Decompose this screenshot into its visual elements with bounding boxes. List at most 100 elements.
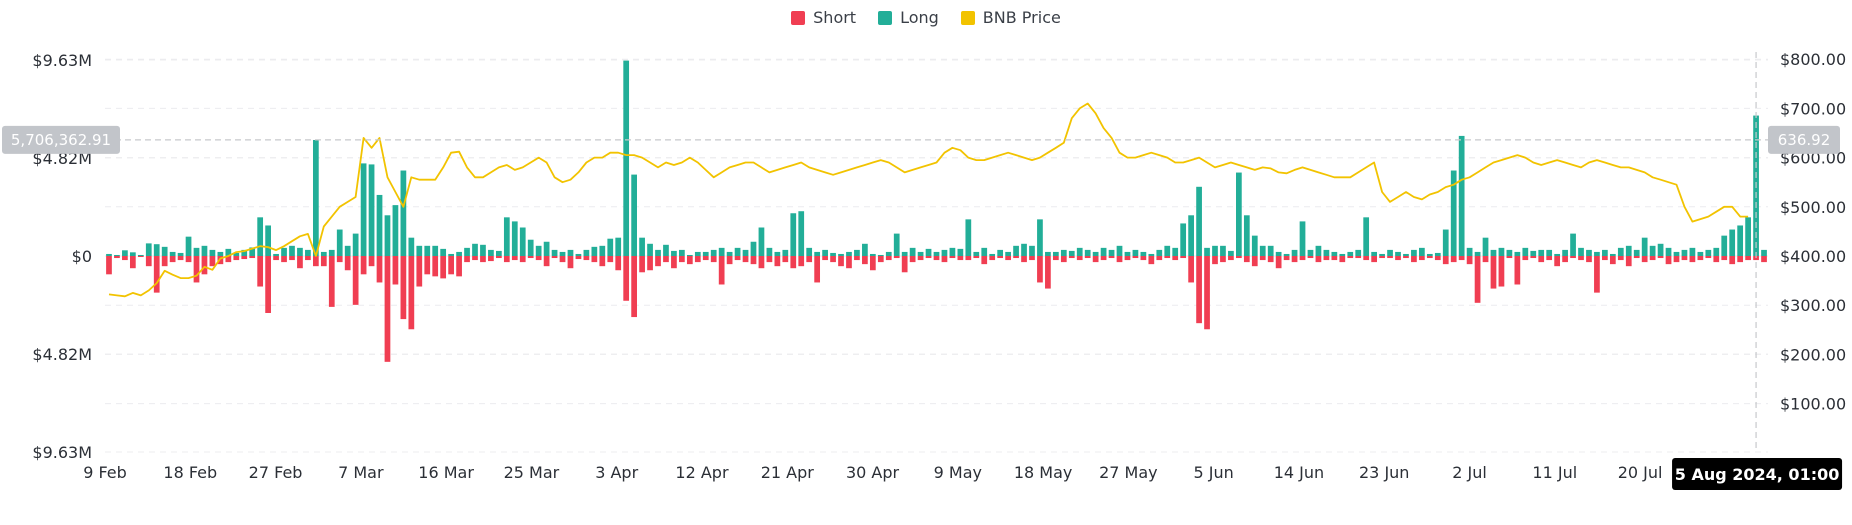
long-bar	[488, 249, 494, 256]
long-bar	[1554, 253, 1561, 256]
long-bar	[1084, 249, 1091, 256]
legend-item-short[interactable]: Short	[791, 8, 856, 27]
short-bar	[273, 256, 279, 261]
long-bar	[408, 237, 415, 256]
left-axis-tick-label: $4.82M	[32, 345, 92, 364]
long-bar	[241, 249, 248, 256]
short-bar	[1259, 256, 1266, 261]
short-bar	[893, 256, 900, 259]
long-bar	[1578, 247, 1584, 256]
short-bar	[1052, 256, 1059, 261]
long-bar	[1188, 215, 1194, 256]
right-axis-tick-label: $300.00	[1780, 296, 1846, 315]
long-bar	[1506, 249, 1513, 256]
long-bar	[1490, 249, 1497, 256]
bnb-price-line	[108, 102, 1749, 298]
short-bar	[1705, 256, 1712, 259]
short-bar	[1434, 256, 1441, 261]
short-bar	[408, 256, 415, 330]
right-axis-tick-label: $500.00	[1780, 198, 1846, 217]
short-bar	[1442, 256, 1449, 265]
long-bar	[1299, 221, 1306, 256]
long-bar	[1371, 251, 1377, 256]
long-bar	[1609, 253, 1616, 256]
long-bar	[336, 229, 343, 256]
long-bar	[686, 254, 693, 256]
short-bar	[1084, 256, 1091, 259]
short-bar	[1100, 256, 1107, 261]
bar-series	[106, 60, 1767, 362]
short-bar	[1498, 256, 1505, 287]
short-bar	[655, 256, 661, 267]
short-bar	[122, 256, 128, 261]
long-bar	[496, 250, 502, 256]
short-bar	[718, 256, 725, 285]
short-bar	[360, 256, 367, 275]
long-bar	[623, 60, 630, 256]
long-bar	[1243, 215, 1250, 256]
short-bar	[877, 256, 884, 263]
long-bar	[702, 251, 709, 256]
long-bar	[567, 249, 574, 256]
long-bar	[527, 239, 534, 256]
long-bar	[750, 241, 757, 256]
short-bar	[1092, 256, 1099, 263]
long-bar	[671, 250, 677, 256]
long-bar	[989, 253, 996, 256]
legend-item-bnb-price[interactable]: BNB Price	[960, 8, 1061, 27]
long-bar	[814, 251, 821, 256]
long-bar	[1546, 249, 1553, 256]
short-bar	[1697, 256, 1704, 261]
short-bar	[145, 256, 152, 267]
long-bar	[249, 247, 256, 256]
short-bar	[1633, 256, 1640, 259]
short-bar	[1180, 256, 1187, 259]
long-bar	[217, 251, 224, 256]
short-bar	[137, 256, 144, 258]
long-bar	[193, 247, 200, 256]
long-bar	[456, 251, 462, 256]
short-bar	[782, 256, 789, 263]
long-bar	[1411, 249, 1417, 256]
short-bar	[671, 256, 677, 269]
short-bar	[559, 256, 566, 263]
long-bar	[877, 254, 884, 256]
short-bar	[249, 256, 256, 259]
crosshair-right-value: 636.92	[1778, 131, 1831, 149]
short-bar	[583, 256, 590, 261]
crosshair-right-value-box	[1768, 125, 1840, 154]
short-bar	[480, 256, 486, 263]
long-bar	[981, 247, 988, 256]
long-bar	[169, 251, 176, 256]
short-bar	[965, 256, 972, 261]
short-bar	[543, 256, 550, 267]
long-bar	[400, 170, 407, 256]
short-bar	[456, 256, 462, 277]
legend-item-long[interactable]: Long	[878, 8, 939, 27]
long-bar	[758, 227, 765, 256]
short-bar	[1554, 256, 1561, 267]
long-bar	[312, 139, 319, 256]
short-bar	[233, 256, 240, 261]
short-bar	[1458, 256, 1465, 261]
short-bar	[1586, 256, 1592, 263]
long-bar	[305, 249, 311, 256]
short-bar	[1021, 256, 1027, 263]
x-axis-tick-label: 9 May	[934, 463, 982, 482]
short-bar	[1045, 256, 1051, 289]
long-bar	[1251, 235, 1258, 256]
short-bar	[989, 256, 996, 261]
short-bar	[1506, 256, 1513, 259]
long-bar	[647, 243, 653, 256]
long-bar	[464, 247, 470, 256]
long-bar	[575, 253, 582, 256]
long-bar	[1005, 251, 1011, 256]
long-bar	[718, 247, 725, 256]
short-bar	[1395, 256, 1401, 261]
short-bar	[1029, 256, 1035, 261]
short-bar	[1466, 256, 1473, 265]
short-bar	[1609, 256, 1616, 265]
long-bar	[1021, 243, 1027, 256]
long-bar	[1060, 249, 1067, 256]
